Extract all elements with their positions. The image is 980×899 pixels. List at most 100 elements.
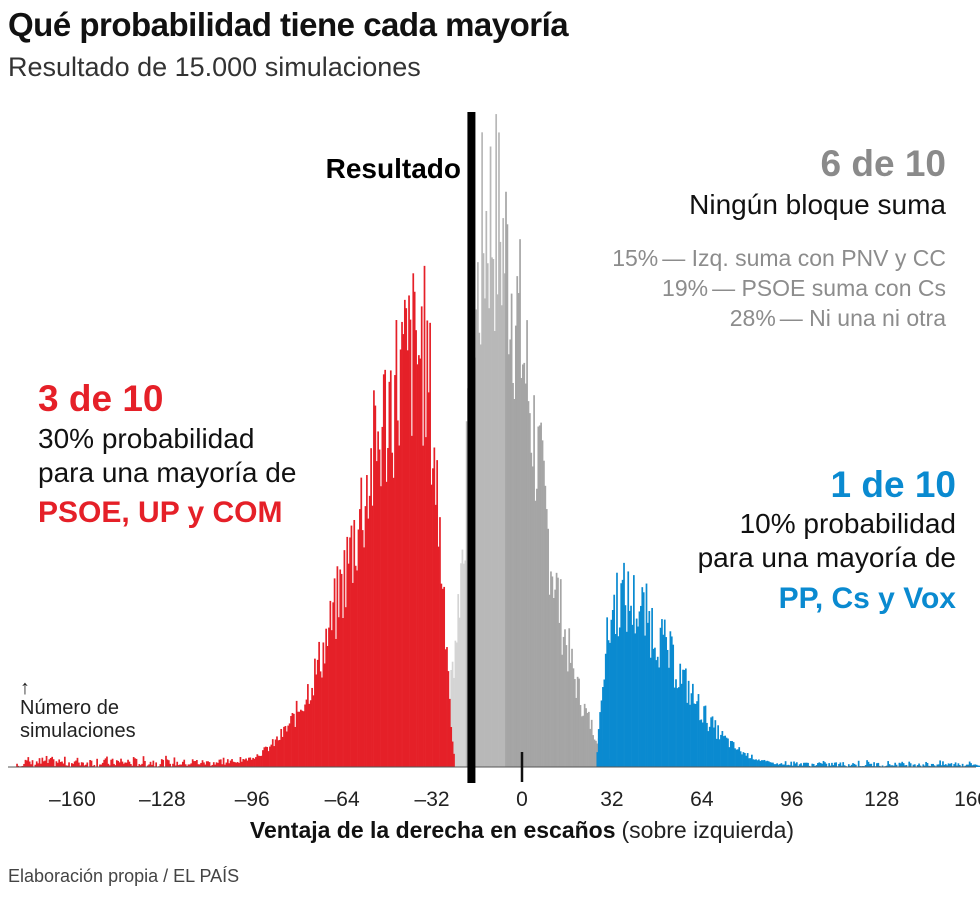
histogram-bar	[808, 765, 811, 767]
histogram-bar	[353, 519, 356, 767]
histogram-bar	[766, 760, 769, 767]
histogram-bar	[748, 758, 750, 767]
histogram-bar	[135, 758, 138, 767]
right-line2: para una mayoría de	[698, 542, 956, 573]
x-tick-label: –64	[325, 788, 360, 811]
histogram-bar	[131, 765, 134, 767]
histogram-bar	[899, 763, 902, 767]
histogram-bar	[349, 537, 351, 767]
histogram-bar	[659, 627, 662, 767]
histogram-bar	[776, 763, 779, 767]
histogram-bar	[741, 754, 743, 767]
histogram-bar	[59, 761, 62, 767]
histogram-bar	[231, 759, 233, 767]
histogram-bar	[842, 762, 845, 767]
histogram-bar	[512, 382, 514, 767]
histogram-bar	[876, 763, 878, 767]
histogram-bar	[541, 440, 544, 767]
histogram-bar	[600, 700, 603, 767]
histogram-bar	[718, 739, 721, 767]
right-bloc: PP, Cs y Vox	[779, 582, 957, 615]
histogram-bar	[278, 739, 281, 767]
histogram-bar	[831, 762, 833, 767]
histogram-bar	[486, 263, 489, 767]
histogram-bar	[912, 764, 915, 767]
histogram-bar	[113, 763, 115, 767]
breakdown-2-text: — PSOE suma con Cs	[712, 275, 946, 301]
histogram-bar	[502, 218, 505, 768]
histogram-bar	[765, 761, 767, 767]
histogram-bar	[184, 764, 187, 767]
histogram-bar	[684, 668, 687, 767]
chart-title: Qué probabilidad tiene cada mayoría	[8, 6, 569, 43]
histogram-bar	[822, 760, 825, 767]
histogram-bar	[672, 644, 675, 767]
histogram-bar	[149, 761, 152, 767]
histogram-bar	[475, 309, 478, 767]
histogram-bar	[426, 320, 429, 767]
histogram-bar	[562, 636, 565, 767]
breakdown-1-text: — Izq. suma con PNV y CC	[662, 245, 946, 271]
histogram-bar	[753, 759, 756, 767]
histogram-bar	[139, 765, 142, 767]
histogram-bar	[499, 241, 502, 767]
histogram-bar	[416, 364, 419, 767]
histogram-bar	[333, 578, 336, 767]
histogram-bar	[104, 758, 107, 767]
histogram-bar	[797, 765, 800, 767]
histogram-bar	[520, 378, 523, 767]
histogram-bar	[794, 763, 797, 767]
histogram-bar	[433, 447, 436, 767]
histogram-bar	[323, 663, 326, 767]
histogram-bar	[597, 729, 600, 767]
histogram-bar	[103, 759, 106, 767]
histogram-bar	[141, 763, 143, 767]
histogram-bar	[96, 758, 98, 767]
histogram-bar	[891, 765, 894, 767]
histogram-bar	[606, 617, 609, 767]
histogram-bar	[693, 703, 696, 767]
histogram-bar	[198, 764, 201, 767]
histogram-bar	[614, 633, 617, 767]
histogram-bar	[63, 756, 66, 767]
histogram-bar	[38, 758, 41, 767]
histogram-bar	[159, 764, 162, 767]
histogram-bar	[877, 762, 880, 767]
histogram-bar	[942, 761, 944, 767]
histogram-bar	[138, 764, 141, 767]
histogram-bar	[555, 572, 558, 767]
histogram-bar	[314, 658, 316, 767]
histogram-bar	[603, 679, 606, 767]
histogram-bar	[266, 747, 268, 767]
histogram-bar	[642, 592, 645, 767]
histogram-bar	[804, 762, 807, 767]
histogram-bar	[335, 638, 337, 767]
middle-line1: Ningún bloque suma	[689, 189, 946, 220]
middle-breakdown-3: 28% — Ni una ni otra	[730, 305, 946, 331]
histogram-bar	[638, 611, 641, 767]
histogram-bar	[780, 763, 783, 767]
histogram-bar	[550, 571, 552, 767]
histogram-bar	[27, 757, 30, 767]
histogram-bar	[669, 631, 672, 767]
histogram-bar	[755, 759, 757, 767]
x-tick-label: –160	[49, 788, 96, 811]
histogram-bar	[408, 295, 410, 767]
histogram-bar	[457, 594, 460, 767]
histogram-bar	[454, 640, 457, 767]
histogram-bar	[624, 605, 627, 767]
histogram-bar	[391, 452, 394, 767]
histogram-bar	[618, 627, 621, 767]
histogram-bar	[870, 763, 873, 767]
histogram-bar	[742, 752, 745, 767]
histogram-bar	[399, 349, 402, 767]
histogram-bar	[866, 760, 868, 767]
histogram-bar	[437, 546, 440, 767]
histogram-bar	[56, 762, 59, 767]
histogram-bar	[263, 747, 266, 767]
histogram-bar	[675, 679, 677, 767]
histogram-bar	[346, 536, 349, 767]
histogram-bar	[434, 504, 437, 767]
histogram-bar	[86, 762, 89, 767]
histogram-bar	[269, 746, 271, 767]
